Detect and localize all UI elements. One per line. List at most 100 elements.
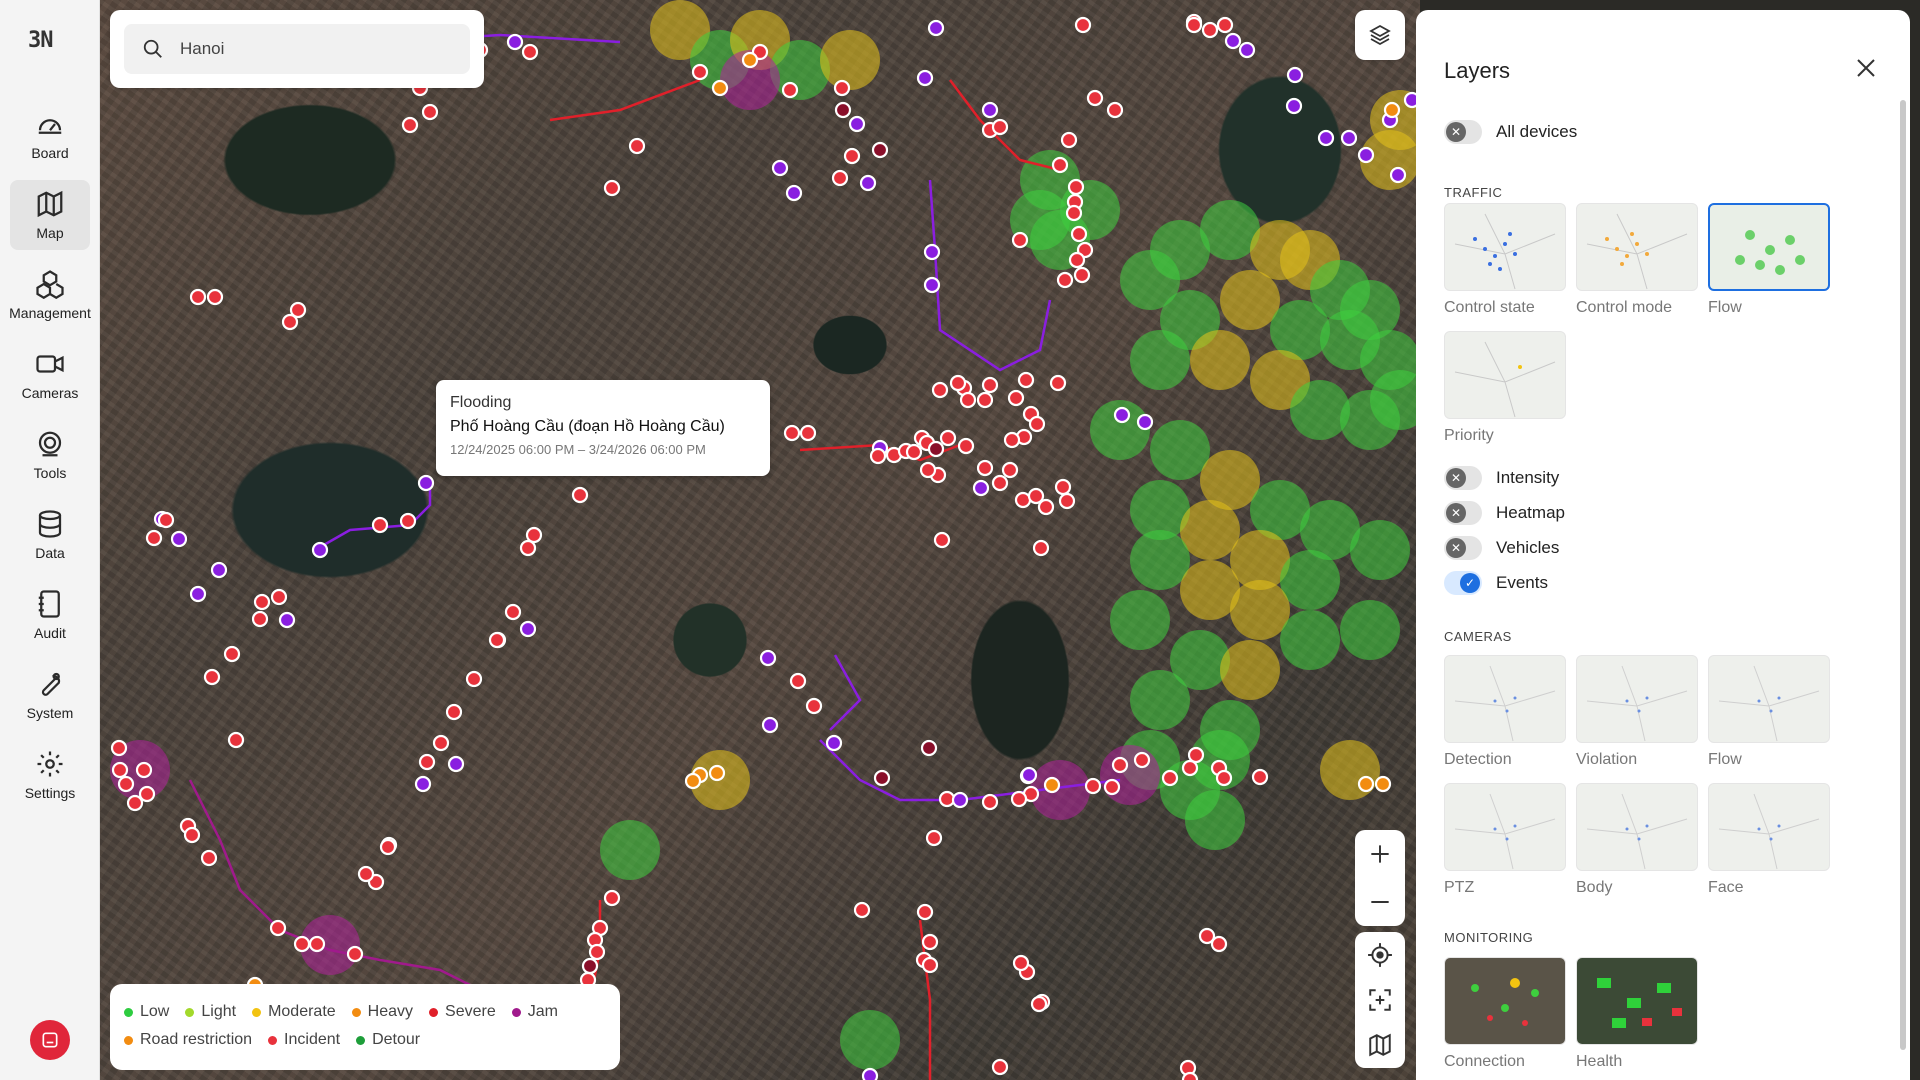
event-marker[interactable] [1103,778,1121,796]
event-marker[interactable] [308,935,326,953]
event-marker[interactable] [1011,231,1029,249]
zoom-out-button[interactable] [1355,878,1405,926]
event-marker[interactable] [418,753,436,771]
nav-map[interactable]: Map [10,180,90,250]
event-marker[interactable] [203,668,221,686]
event-marker[interactable] [417,474,435,492]
event-marker[interactable] [157,511,175,529]
event-marker[interactable] [981,101,999,119]
event-marker[interactable] [399,512,417,530]
event-marker[interactable] [1216,16,1234,34]
event-marker[interactable] [1056,271,1074,289]
event-marker[interactable] [1357,775,1375,793]
event-marker[interactable] [833,79,851,97]
user-avatar-button[interactable] [30,1020,70,1060]
event-marker[interactable] [1037,498,1055,516]
event-marker[interactable] [1357,146,1375,164]
event-marker[interactable] [1049,374,1067,392]
event-marker[interactable] [628,137,646,155]
thumb-camera-detection[interactable]: Detection [1444,655,1566,769]
event-marker[interactable] [278,611,296,629]
zoom-in-button[interactable] [1355,830,1405,878]
thumb-camera-violation[interactable]: Violation [1576,655,1698,769]
thumb-control-state[interactable]: Control state [1444,203,1566,317]
nav-cameras[interactable]: Cameras [10,340,90,410]
event-marker[interactable] [1032,539,1050,557]
event-marker[interactable] [251,610,269,628]
event-marker[interactable] [1185,16,1203,34]
event-marker[interactable] [905,443,923,461]
thumb-camera-flow[interactable]: Flow [1708,655,1830,769]
event-marker[interactable] [135,761,153,779]
event-marker[interactable] [126,794,144,812]
thumb-connection[interactable]: Connection [1444,957,1566,1071]
thumb-flow-traffic[interactable]: Flow [1708,203,1830,317]
event-marker[interactable] [781,81,799,99]
event-marker[interactable] [859,174,877,192]
event-marker[interactable] [1060,131,1078,149]
vehicles-toggle-row[interactable]: ✕ Vehicles [1444,536,1559,560]
event-marker[interactable] [741,51,759,69]
event-marker[interactable] [920,739,938,757]
event-marker[interactable] [432,734,450,752]
event-marker[interactable] [1043,776,1061,794]
event-marker[interactable] [223,645,241,663]
event-marker[interactable] [1286,66,1304,84]
event-marker[interactable] [871,141,889,159]
locate-button[interactable] [1355,932,1405,977]
event-marker[interactable] [138,785,156,803]
event-marker[interactable] [949,374,967,392]
event-marker[interactable] [1003,431,1021,449]
all-devices-toggle[interactable]: ✕ [1444,120,1482,144]
vehicles-toggle[interactable]: ✕ [1444,536,1482,560]
event-marker[interactable] [371,516,389,534]
event-marker[interactable] [414,775,432,793]
event-marker[interactable] [959,391,977,409]
heatmap-toggle[interactable]: ✕ [1444,501,1482,525]
event-marker[interactable] [1068,251,1086,269]
event-marker[interactable] [170,530,188,548]
event-marker[interactable] [488,631,506,649]
event-marker[interactable] [1181,1071,1199,1080]
event-marker[interactable] [1383,101,1401,119]
event-marker[interactable] [293,935,311,953]
event-marker[interactable] [805,697,823,715]
event-marker[interactable] [269,919,287,937]
event-marker[interactable] [1054,478,1072,496]
map-canvas[interactable] [100,0,1420,1080]
event-marker[interactable] [1133,751,1151,769]
event-marker[interactable] [311,541,329,559]
event-marker[interactable] [981,376,999,394]
event-marker[interactable] [1317,129,1335,147]
layers-button[interactable] [1355,10,1405,60]
event-marker[interactable] [1181,759,1199,777]
event-marker[interactable] [189,585,207,603]
event-marker[interactable] [525,526,543,544]
event-marker[interactable] [1020,766,1038,784]
event-marker[interactable] [789,672,807,690]
thumb-camera-ptz[interactable]: PTZ [1444,783,1566,897]
event-marker[interactable] [759,649,777,667]
basemap-button[interactable] [1355,1022,1405,1067]
event-marker[interactable] [708,764,726,782]
event-marker[interactable] [227,731,245,749]
event-marker[interactable] [346,945,364,963]
nav-management[interactable]: Management [9,260,91,330]
event-marker[interactable] [711,79,729,97]
nav-tools[interactable]: Tools [10,420,90,490]
event-marker[interactable] [1074,16,1092,34]
search-input[interactable] [180,39,440,59]
event-marker[interactable] [785,184,803,202]
event-marker[interactable] [691,63,709,81]
event-marker[interactable] [1084,777,1102,795]
event-marker[interactable] [357,865,375,883]
event-marker[interactable] [684,772,702,790]
event-marker[interactable] [519,539,537,557]
event-marker[interactable] [1073,266,1091,284]
event-marker[interactable] [848,115,866,133]
close-button[interactable] [1846,48,1886,88]
thumb-camera-face[interactable]: Face [1708,783,1830,897]
event-marker[interactable] [771,159,789,177]
event-marker[interactable] [1161,769,1179,787]
event-marker[interactable] [1030,995,1048,1013]
